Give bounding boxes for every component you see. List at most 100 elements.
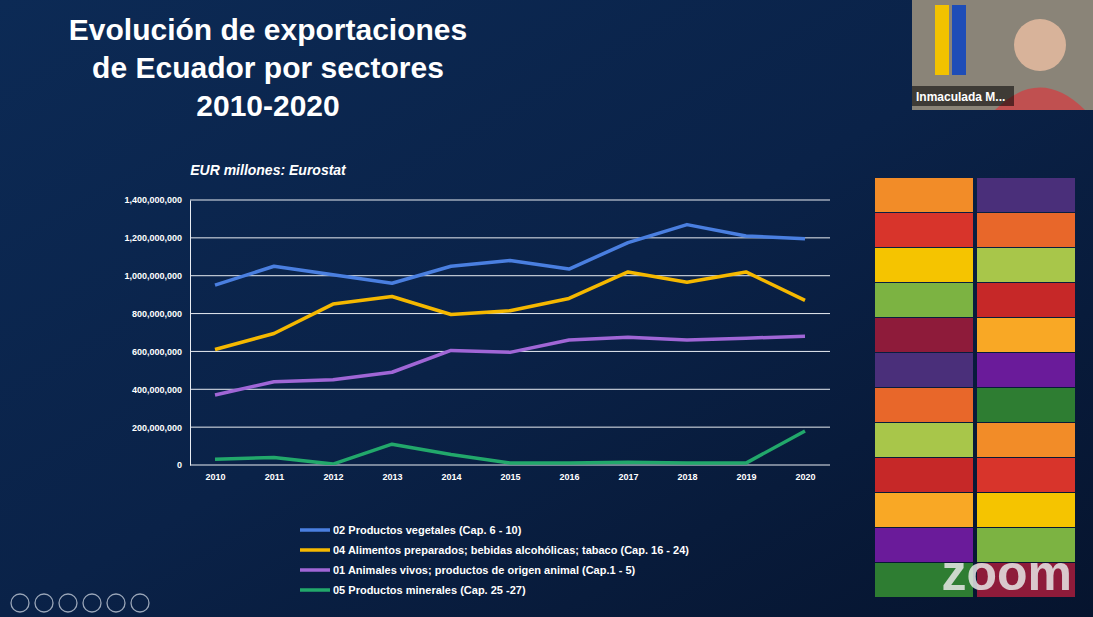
legend-swatch <box>300 568 330 572</box>
legend-swatch <box>300 548 330 552</box>
y-tick: 400,000,000 <box>132 385 190 395</box>
y-tick-label: 1,200,000,000 <box>124 233 182 243</box>
legend-swatch <box>300 528 330 532</box>
x-tick-label: 2017 <box>618 472 638 482</box>
legend-label: 04 Alimentos preparados; bebidas alcohól… <box>333 544 689 556</box>
x-tick: 2017 <box>618 465 638 482</box>
x-tick: 2016 <box>559 465 579 482</box>
x-axis-line <box>216 465 806 466</box>
name-bg <box>912 86 1014 106</box>
fruit-strip <box>977 178 1075 212</box>
title: Evolución de exportaciones de Ecuador por… <box>69 13 467 122</box>
legend-label: 01 Animales vivos; productos de origen a… <box>333 564 636 576</box>
control-button <box>131 594 149 612</box>
y-tick: 1,400,000,000 <box>124 195 190 205</box>
zoom-logo: zoom <box>941 545 1072 601</box>
video-frame <box>912 0 1093 110</box>
y-tick-label: 1,000,000,000 <box>124 271 182 281</box>
fruit-strip <box>977 283 1075 317</box>
video-tile: Inmaculada M... <box>912 0 1093 110</box>
grid <box>190 200 830 465</box>
x-tick-label: 2012 <box>323 472 343 482</box>
x-tick: 2014 <box>441 465 461 482</box>
fruit-strip <box>977 353 1075 387</box>
fruit-strip <box>875 423 973 457</box>
fruit-strip <box>875 353 973 387</box>
x-tick-label: 2011 <box>265 472 285 482</box>
y-tick: 600,000,000 <box>132 347 190 357</box>
fruit-strip <box>977 458 1075 492</box>
y-axis: 0 200,000,000 400,000,000 600,000,000 800,00… <box>124 195 190 470</box>
fruit-strip <box>875 458 973 492</box>
grid-line <box>190 237 830 238</box>
fruit-strip <box>875 178 973 212</box>
x-tick: 2011 <box>265 465 285 482</box>
x-axis: 2010 2011 2012 2013 2014 2015 2016 2017 2018 2019… <box>205 465 815 482</box>
legend: 02 Productos vegetales (Cap. 6 - 10) 04 A… <box>300 524 689 596</box>
y-tick-label: 600,000,000 <box>132 347 182 357</box>
fruit-strip <box>977 213 1075 247</box>
legend-label: 05 Productos minerales (Cap. 25 -27) <box>333 584 526 596</box>
x-tick-label: 2013 <box>382 472 402 482</box>
y-tick-label: 400,000,000 <box>132 385 182 395</box>
x-tick: 2019 <box>736 465 756 482</box>
fruit-strip <box>977 388 1075 422</box>
x-tick-label: 2018 <box>677 472 697 482</box>
control-button <box>11 594 29 612</box>
grid-line <box>190 427 830 428</box>
x-tick-label: 2010 <box>205 472 225 482</box>
fruit-strip <box>977 493 1075 527</box>
participant-name: Inmaculada M... <box>916 90 1005 104</box>
title-line: de Ecuador por sectores <box>92 51 444 84</box>
person <box>1014 19 1066 71</box>
y-tick: 800,000,000 <box>132 309 190 319</box>
fruit-strip <box>977 248 1075 282</box>
fruit-strip <box>875 213 973 247</box>
x-tick-label: 2020 <box>795 472 815 482</box>
slide-controls <box>11 594 149 612</box>
subtitle: EUR millones: Eurostat <box>190 162 347 178</box>
grid-line <box>190 200 830 201</box>
x-tick-label: 2019 <box>736 472 756 482</box>
y-tick: 1,000,000,000 <box>124 271 190 281</box>
legend-swatch <box>300 588 330 592</box>
x-tick-label: 2014 <box>441 472 461 482</box>
control-button <box>107 594 125 612</box>
lines <box>215 225 805 464</box>
control-button <box>35 594 53 612</box>
title-line: Evolución de exportaciones <box>69 13 467 46</box>
x-tick: 2013 <box>382 465 402 482</box>
fruit-image <box>875 178 1075 597</box>
fruit-strip <box>875 493 973 527</box>
x-tick: 2015 <box>500 465 520 482</box>
y-tick-label: 200,000,000 <box>132 423 182 433</box>
title-line: 2010-2020 <box>196 89 339 122</box>
fruit-strip <box>977 423 1075 457</box>
y-tick: 0 <box>177 460 190 470</box>
fruit-strip <box>875 318 973 352</box>
fruit-strip <box>977 318 1075 352</box>
x-tick: 2020 <box>795 465 815 482</box>
grid-line <box>190 313 830 314</box>
control-button <box>83 594 101 612</box>
series-line <box>215 336 805 395</box>
control-button <box>59 594 77 612</box>
background <box>0 0 1093 617</box>
flag <box>952 5 966 75</box>
series-line <box>215 431 805 464</box>
fruit-strip <box>875 388 973 422</box>
slide: Inmaculada M... zoom Evolución de exportac… <box>0 0 1093 617</box>
fruit-strip <box>875 283 973 317</box>
x-tick-label: 2016 <box>559 472 579 482</box>
x-tick: 2012 <box>323 465 343 482</box>
y-tick: 1,200,000,000 <box>124 233 190 243</box>
y-axis-line <box>190 201 191 466</box>
legend-label: 02 Productos vegetales (Cap. 6 - 10) <box>333 524 522 536</box>
y-tick-label: 1,400,000,000 <box>124 195 182 205</box>
y-tick-label: 0 <box>177 460 182 470</box>
grid-line <box>190 389 830 390</box>
flag <box>935 5 949 75</box>
x-tick: 2018 <box>677 465 697 482</box>
x-tick: 2010 <box>205 465 225 482</box>
y-tick: 200,000,000 <box>132 423 190 433</box>
